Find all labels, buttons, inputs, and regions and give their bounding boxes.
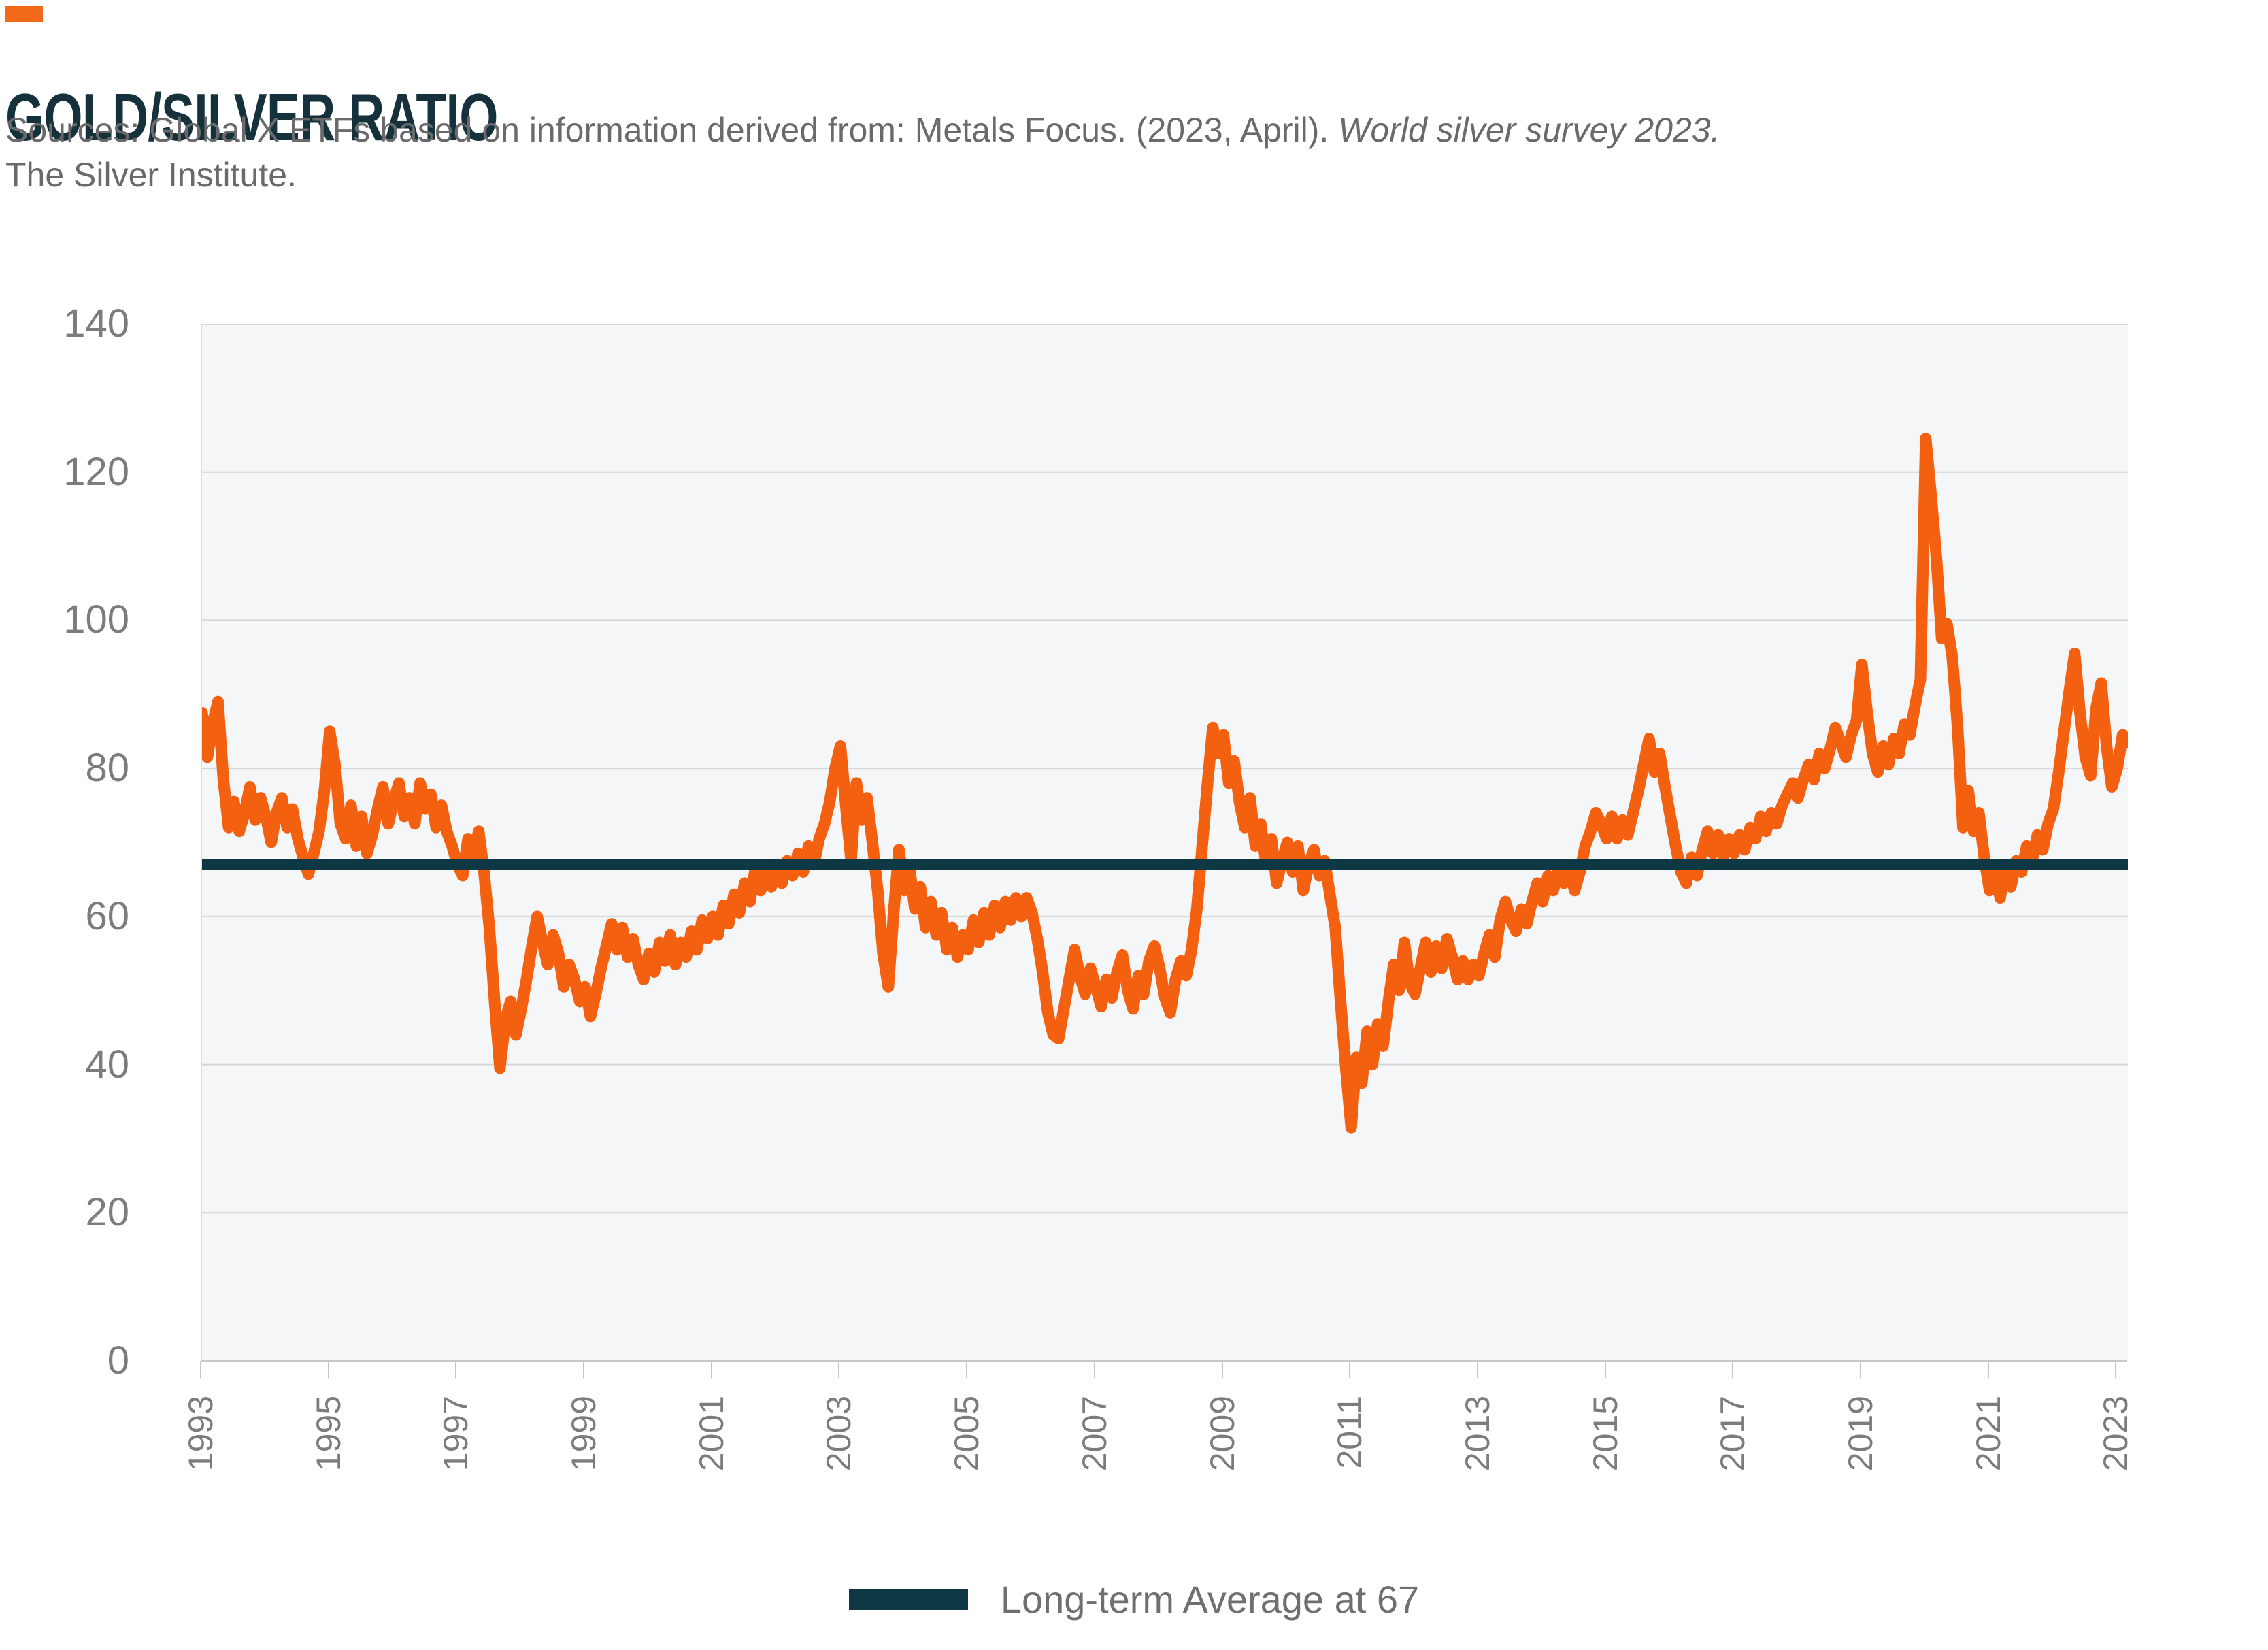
- y-tick-label-140: 140: [63, 301, 129, 346]
- legend-average-line-swatch: [848, 1589, 968, 1610]
- x-tick-label-2009: 2009: [1203, 1396, 1241, 1472]
- x-tick-label-2005: 2005: [948, 1396, 986, 1472]
- x-tick-mark-1995: [327, 1361, 329, 1378]
- x-tick-label-2013: 2013: [1458, 1396, 1497, 1472]
- x-tick-label-2011: 2011: [1331, 1396, 1369, 1469]
- sources-text-line2: The Silver Institute.: [5, 156, 297, 194]
- x-tick-label-2023: 2023: [2097, 1396, 2135, 1472]
- y-tick-label-100: 100: [63, 597, 129, 642]
- y-tick-label-60: 60: [85, 893, 129, 938]
- x-tick-mark-1997: [455, 1361, 457, 1378]
- legend-label: Long-term Average at 67: [1000, 1578, 1420, 1621]
- x-tick-label-1993: 1993: [182, 1396, 220, 1472]
- x-axis-line: [201, 1360, 2127, 1362]
- x-tick-mark-2013: [1476, 1361, 1478, 1378]
- sources-citation-italic: World silver survey 2023.: [1338, 111, 1720, 149]
- ratio-line-chart: [202, 324, 2128, 1214]
- x-tick-mark-2009: [1221, 1361, 1223, 1378]
- x-tick-mark-2019: [1859, 1361, 1861, 1378]
- plot-area: [201, 324, 2128, 1361]
- gold-silver-ratio-line: [202, 433, 2128, 1134]
- x-tick-label-1999: 1999: [565, 1396, 603, 1472]
- x-tick-label-2015: 2015: [1586, 1396, 1624, 1472]
- sources-note: Sources: Global X ETFs based on informat…: [5, 108, 2182, 197]
- x-tick-mark-2015: [1604, 1361, 1606, 1378]
- y-tick-label-80: 80: [85, 746, 129, 791]
- x-tick-label-1997: 1997: [437, 1396, 476, 1472]
- y-tick-label-20: 20: [85, 1190, 129, 1235]
- x-tick-label-2003: 2003: [820, 1396, 858, 1472]
- x-tick-label-2001: 2001: [692, 1396, 731, 1472]
- x-tick-label-2021: 2021: [1969, 1396, 2007, 1472]
- x-tick-mark-2007: [1093, 1361, 1095, 1378]
- y-tick-label-40: 40: [85, 1042, 129, 1087]
- x-tick-label-2017: 2017: [1714, 1396, 1752, 1472]
- brand-accent-square: [5, 6, 43, 22]
- x-tick-mark-2001: [710, 1361, 712, 1378]
- x-tick-label-1995: 1995: [309, 1396, 348, 1472]
- x-tick-mark-2021: [1987, 1361, 1989, 1378]
- page-title: GOLD/SILVER RATIO: [5, 79, 498, 154]
- x-tick-mark-2005: [966, 1361, 968, 1378]
- x-tick-mark-2011: [1349, 1361, 1351, 1378]
- legend: Long-term Average at 67: [0, 1577, 2268, 1621]
- x-tick-mark-1993: [200, 1361, 201, 1378]
- x-tick-mark-2017: [1732, 1361, 1734, 1378]
- sources-text: Sources: Global X ETFs based on informat…: [5, 111, 1339, 149]
- x-tick-mark-2003: [838, 1361, 840, 1378]
- x-tick-mark-1999: [583, 1361, 585, 1378]
- x-tick-mark-2023: [2115, 1361, 2117, 1378]
- x-tick-label-2007: 2007: [1075, 1396, 1114, 1472]
- x-tick-label-2019: 2019: [1841, 1396, 1880, 1472]
- y-tick-label-120: 120: [63, 449, 129, 494]
- y-tick-label-0: 0: [107, 1338, 129, 1383]
